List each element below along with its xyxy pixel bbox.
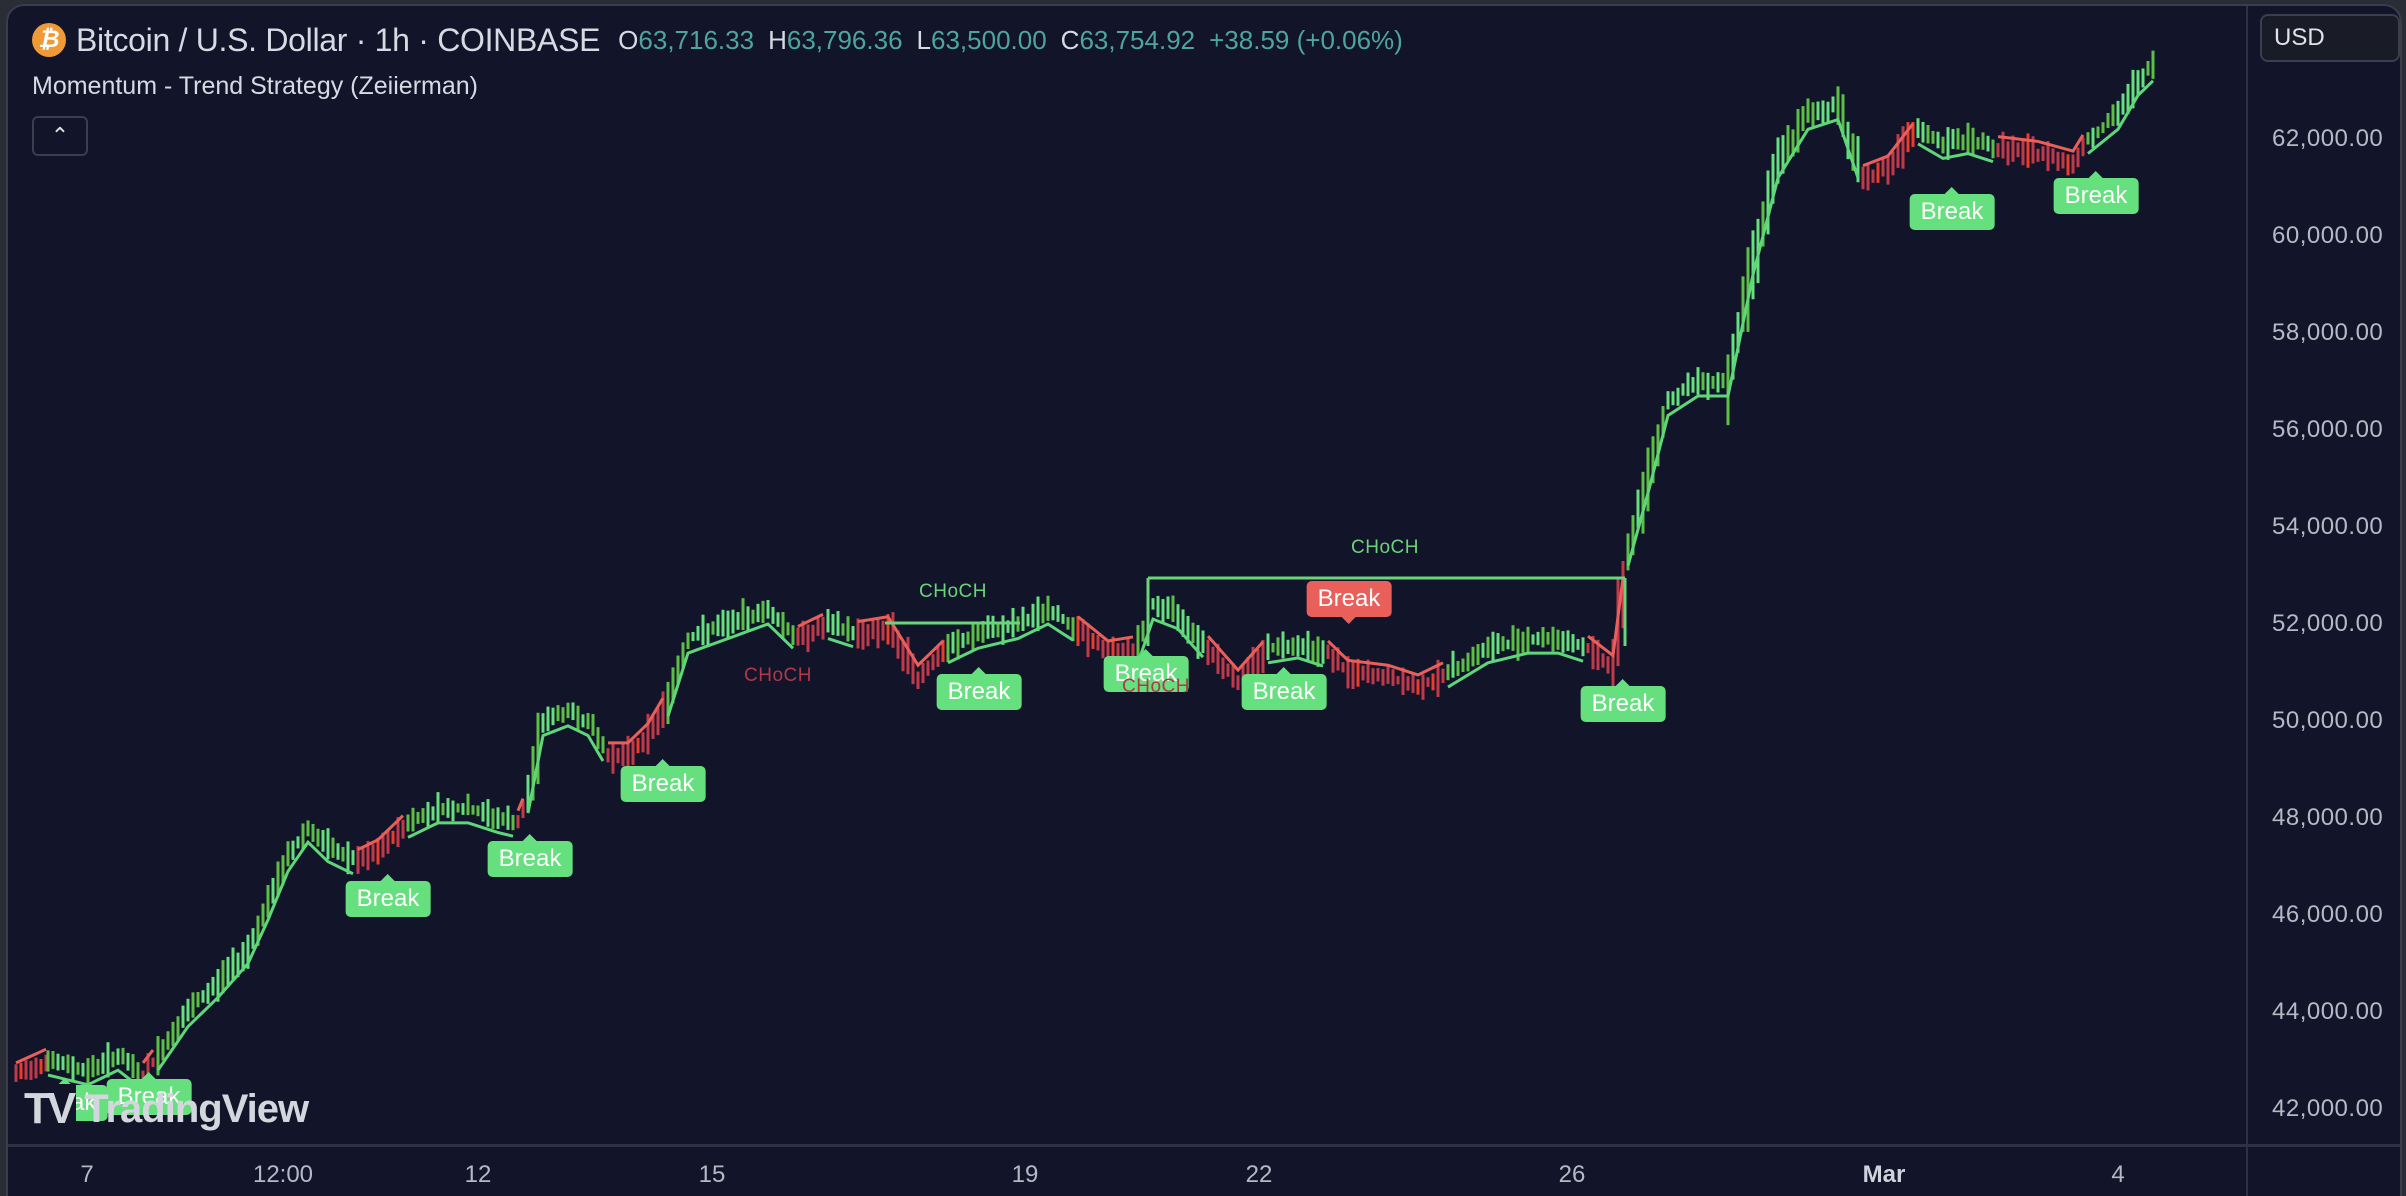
bullish-break-label: Break — [2053, 171, 2139, 214]
price-axis[interactable]: USD 62,000.00 60,000.00 58,000.00 56,000.00… — [2246, 6, 2400, 1144]
ohlc-values: O 63,716.33 H 63,796.36 L 63,500.00 C 63,754… — [618, 25, 1403, 56]
trend-line — [1862, 122, 1915, 168]
tradingview-logo-icon: TV — [20, 1084, 76, 1134]
trend-line — [141, 1049, 155, 1064]
bullish-break-label: Break — [345, 874, 431, 917]
price-chart-canvas[interactable] — [8, 6, 2246, 1144]
trend-line — [1267, 656, 1324, 668]
price-tick-label: 50,000.00 — [2272, 707, 2384, 734]
trend-line — [526, 724, 605, 814]
price-tick-label: 54,000.00 — [2272, 513, 2384, 540]
low-value: 63,500.00 — [931, 24, 1047, 55]
trend-line — [15, 1047, 47, 1065]
trend-line — [1326, 639, 1444, 677]
trend-line — [1626, 117, 1860, 567]
price-tick-label: 42,000.00 — [2272, 1095, 2384, 1122]
trend-line — [156, 839, 354, 1072]
trend-line — [357, 814, 405, 851]
time-tick-label: 26 — [1558, 1161, 1586, 1188]
bullish-break-label: Break — [106, 1072, 192, 1115]
price-change: +38.59 (+0.06%) — [1209, 24, 1403, 55]
bullish-break-label: Break — [1241, 667, 1327, 710]
chevron-up-icon: ⌃ — [50, 123, 70, 148]
price-tick-label: 48,000.00 — [2272, 804, 2384, 831]
time-tick-label: 22 — [1245, 1161, 1273, 1188]
price-tick-label: 62,000.00 — [2272, 125, 2384, 152]
high-label: H — [768, 24, 787, 55]
trend-line — [1917, 142, 1994, 164]
high-value: 63,796.36 — [786, 24, 903, 55]
open-value: 63,716.33 — [638, 24, 755, 55]
collapse-indicators-button[interactable]: ⌃ — [32, 116, 88, 156]
tradingview-watermark[interactable]: TV TradingView — [20, 1084, 309, 1134]
close-label: C — [1060, 24, 1080, 55]
trend-line — [1997, 134, 2085, 153]
price-tick-label: 46,000.00 — [2272, 901, 2384, 928]
trend-line — [1077, 615, 1134, 643]
bullish-choch-label: CHoCH — [1351, 537, 1419, 558]
time-tick-label: 4 — [2111, 1161, 2125, 1188]
axis-corner-divider — [2246, 1147, 2248, 1196]
trend-line — [857, 615, 945, 668]
price-tick-label: 60,000.00 — [2272, 222, 2384, 249]
bearish-choch-label: CHoCH — [1122, 676, 1190, 697]
bitcoin-icon: ₿ — [32, 23, 66, 57]
time-tick-label: Mar — [1862, 1161, 1906, 1188]
trend-line — [516, 798, 525, 812]
price-tick-label: 44,000.00 — [2272, 998, 2384, 1025]
time-tick-label: 7 — [80, 1161, 94, 1188]
trend-line — [666, 622, 795, 717]
time-tick-label: 12:00 — [252, 1161, 314, 1188]
watermark-text: TradingView — [84, 1086, 309, 1131]
trend-line — [1587, 577, 1625, 659]
close-value: 63,754.92 — [1079, 24, 1196, 55]
price-tick-label: 58,000.00 — [2272, 319, 2384, 346]
time-tick-label: 19 — [1011, 1161, 1039, 1188]
time-axis[interactable]: 7 12:00 12 15 19 22 26 Mar 4 — [8, 1144, 2400, 1196]
currency-selector[interactable]: USD — [2260, 14, 2400, 62]
bearish-choch-label: CHoCH — [744, 665, 812, 686]
time-tick-label: 12 — [464, 1161, 492, 1188]
symbol-title[interactable]: Bitcoin / U.S. Dollar · 1h · COINBASE — [76, 21, 601, 58]
trend-line — [608, 697, 665, 745]
open-label: O — [618, 24, 639, 55]
trend-line — [407, 821, 514, 839]
bullish-break-label: Break — [620, 759, 706, 802]
bullish-break-label: Break — [1580, 679, 1666, 722]
bullish-break-label: Break — [936, 667, 1022, 710]
trend-line — [1206, 635, 1265, 673]
price-tick-label: 56,000.00 — [2272, 416, 2384, 443]
bullish-break-label: Break — [1909, 187, 1995, 230]
price-tick-label: 52,000.00 — [2272, 610, 2384, 637]
trend-line — [2087, 79, 2155, 155]
symbol-header: ₿ Bitcoin / U.S. Dollar · 1h · COINBASE … — [32, 20, 1403, 60]
bearish-break-label: Break — [1306, 581, 1392, 624]
trend-line — [827, 637, 854, 649]
bullish-break-label: Break — [1103, 649, 1189, 692]
chart-window: ₿ Bitcoin / U.S. Dollar · 1h · COINBASE … — [6, 4, 2402, 1196]
low-label: L — [916, 24, 931, 55]
trend-line — [947, 622, 1074, 665]
bullish-break-label: Break — [487, 834, 573, 877]
time-tick-label: 15 — [698, 1161, 726, 1188]
trend-line — [797, 612, 824, 628]
bullish-choch-label: CHoCH — [919, 581, 987, 602]
trend-line — [1447, 651, 1584, 689]
indicator-title[interactable]: Momentum - Trend Strategy (Zeiierman) — [32, 72, 478, 100]
